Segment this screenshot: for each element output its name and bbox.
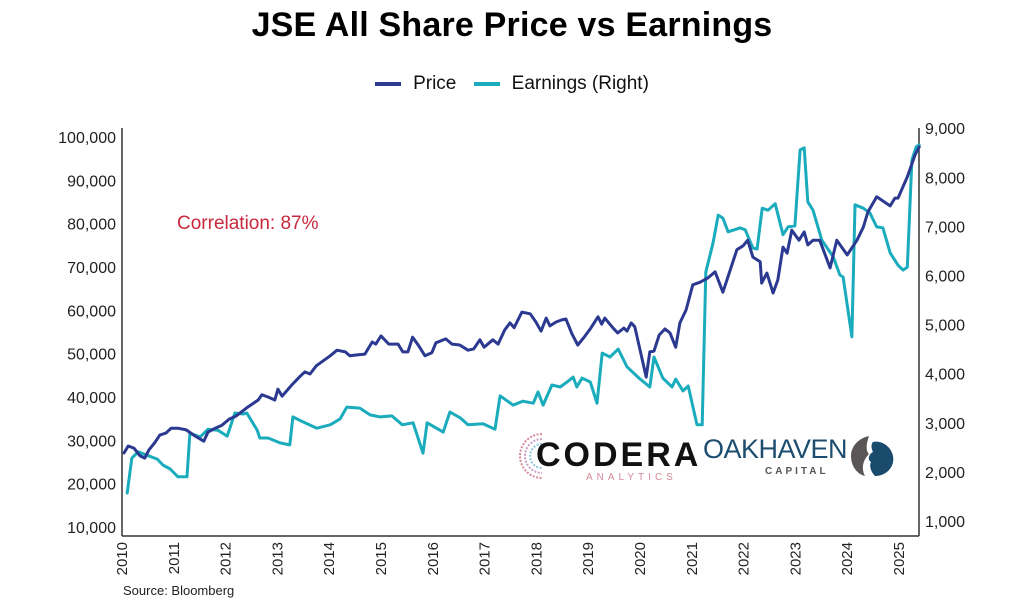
correlation-annotation: Correlation: 87% xyxy=(177,213,319,234)
y2-tick-label: 5,000 xyxy=(925,318,965,335)
source-note: Source: Bloomberg xyxy=(123,583,235,598)
codera-tagline: ANALYTICS xyxy=(586,472,677,483)
codera-swirl-icon xyxy=(519,433,543,479)
x-tick-label: 2025 xyxy=(891,542,908,575)
y-tick-label: 80,000 xyxy=(67,217,116,234)
y2-tick-label: 1,000 xyxy=(925,514,965,531)
y2-tick-label: 4,000 xyxy=(925,367,965,384)
codera-wordmark: CODERA xyxy=(536,436,702,474)
oak-leaf-icon xyxy=(851,436,894,476)
x-tick-label: 2021 xyxy=(684,542,701,575)
legend-swatch-price xyxy=(375,82,402,86)
y2-tick-label: 9,000 xyxy=(925,121,965,138)
y2-tick-label: 6,000 xyxy=(925,269,965,286)
y2-tick-label: 3,000 xyxy=(925,416,965,433)
oakhaven-wordmark-haven: HAVEN xyxy=(758,434,848,464)
x-tick-label: 2024 xyxy=(839,542,856,575)
x-tick-label: 2017 xyxy=(477,542,494,575)
oakhaven-capital-logo: OAKHAVEN CAPITAL xyxy=(703,432,903,482)
oakhaven-tagline: CAPITAL xyxy=(765,466,829,477)
y-tick-label: 10,000 xyxy=(67,520,116,537)
y-tick-label: 100,000 xyxy=(58,130,116,147)
x-tick-label: 2013 xyxy=(269,542,286,575)
y-axis-left-ticks: 10,000 20,000 30,000 40,000 50,000 60,000 70,0… xyxy=(58,130,116,537)
y-tick-label: 60,000 xyxy=(67,303,116,320)
series-line-price xyxy=(122,145,921,460)
x-tick-label: 2019 xyxy=(580,542,597,575)
y2-tick-label: 7,000 xyxy=(925,219,965,236)
y-tick-label: 40,000 xyxy=(67,390,116,407)
oakhaven-wordmark: OAKHAVEN xyxy=(703,434,848,465)
x-tick-label: 2012 xyxy=(218,542,235,575)
axes xyxy=(121,128,920,537)
legend: Price Earnings (Right) xyxy=(0,70,1024,95)
x-tick-label: 2023 xyxy=(787,542,804,575)
series-lines xyxy=(122,143,921,495)
x-tick-label: 2011 xyxy=(166,542,183,574)
x-tick-label: 2016 xyxy=(425,542,442,575)
legend-label-price: Price xyxy=(413,73,457,94)
y-tick-label: 90,000 xyxy=(67,173,116,190)
legend-item-price: Price xyxy=(375,73,456,95)
y-axis-right-ticks: 1,000 2,000 3,000 4,000 5,000 6,000 7,000 8,000… xyxy=(925,121,965,531)
chart-title: JSE All Share Price vs Earnings xyxy=(251,6,773,44)
codera-analytics-logo: CODERA ANALYTICS xyxy=(516,428,698,486)
x-tick-label: 2020 xyxy=(632,542,649,575)
y-tick-label: 30,000 xyxy=(67,433,116,450)
x-axis-ticks: 2010 2011 2012 2013 2014 2015 2016 2017 2018 2019… xyxy=(114,542,908,575)
y2-tick-label: 8,000 xyxy=(925,170,965,187)
y2-tick-label: 2,000 xyxy=(925,465,965,482)
x-tick-label: 2010 xyxy=(114,542,131,575)
series-line-earnings xyxy=(125,143,921,495)
y-tick-label: 70,000 xyxy=(67,260,116,277)
legend-swatch-earnings xyxy=(473,82,500,86)
oakhaven-wordmark-oak: OAK xyxy=(703,434,759,464)
legend-label-earnings: Earnings (Right) xyxy=(511,73,649,94)
legend-item-earnings: Earnings (Right) xyxy=(473,73,649,95)
x-tick-label: 2014 xyxy=(321,542,338,575)
x-tick-label: 2015 xyxy=(373,542,390,575)
x-tick-label: 2018 xyxy=(528,542,545,575)
y-tick-label: 50,000 xyxy=(67,347,116,364)
x-tick-label: 2022 xyxy=(736,542,753,575)
y-tick-label: 20,000 xyxy=(67,477,116,494)
